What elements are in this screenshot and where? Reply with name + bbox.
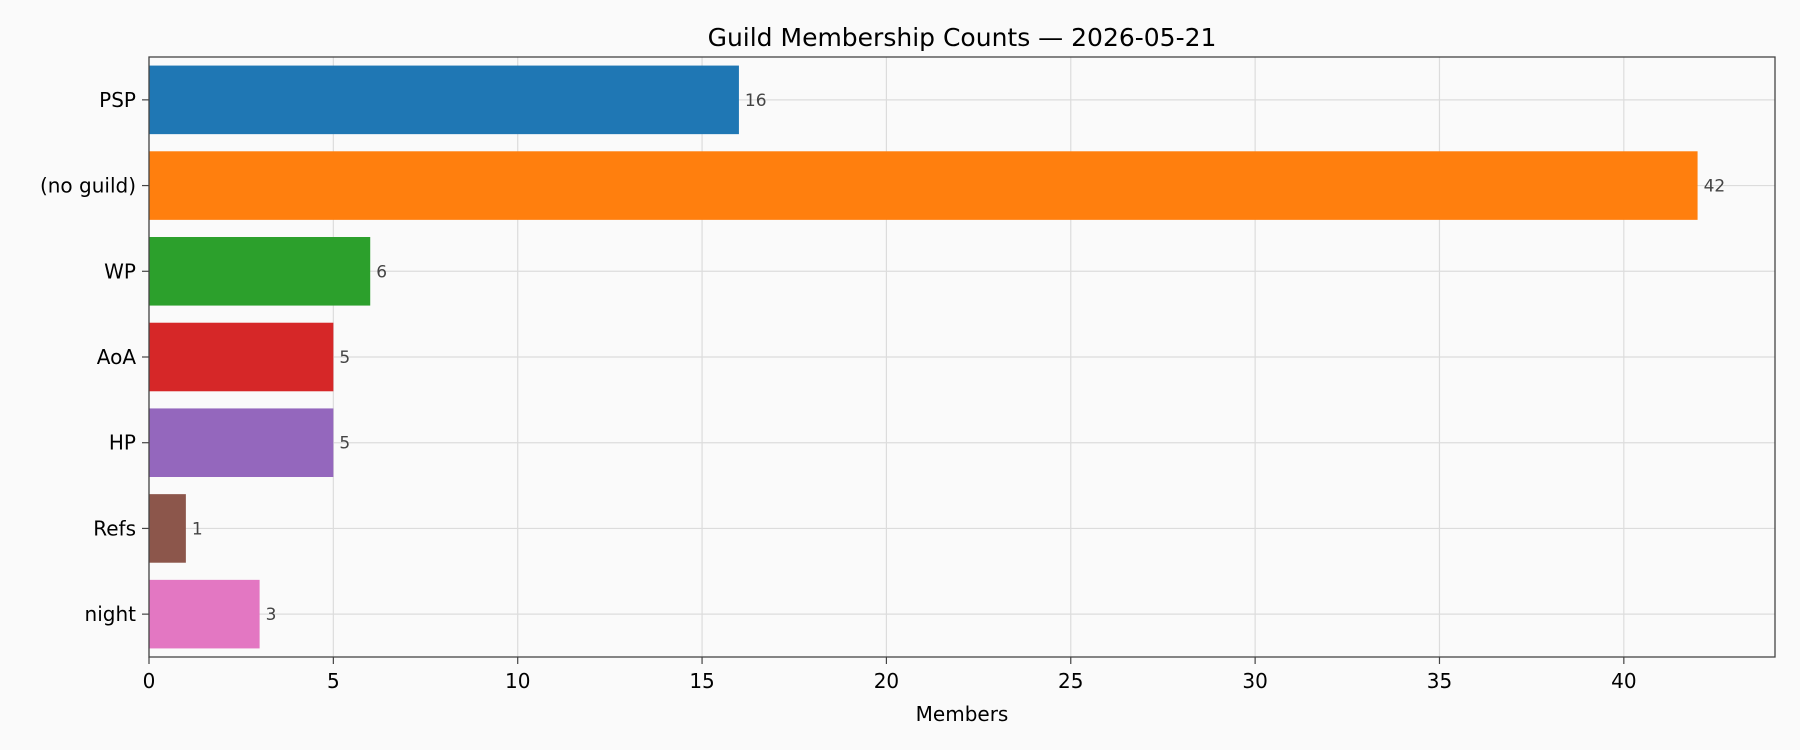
y-tick-label: PSP — [99, 88, 136, 112]
bar-value-label: 5 — [339, 434, 350, 454]
y-tick-label: HP — [109, 431, 136, 455]
bar-value-label: 1 — [192, 519, 203, 539]
bar-wp — [149, 237, 371, 306]
bar-hp — [149, 408, 334, 477]
y-axis: PSP (no guild) WP AoA HP Refs night — [40, 88, 149, 626]
bar-psp — [149, 65, 739, 135]
bar-value-label: 42 — [1704, 177, 1726, 197]
bars — [149, 65, 1698, 649]
x-tick-label: 10 — [505, 669, 530, 693]
x-tick-label: 35 — [1427, 669, 1452, 693]
x-tick-label: 40 — [1611, 669, 1636, 693]
bar-value-label: 16 — [745, 91, 767, 111]
y-tick-label: night — [85, 602, 137, 626]
y-tick-label: (no guild) — [40, 174, 136, 198]
bar-refs — [149, 494, 186, 563]
x-tick-label: 30 — [1242, 669, 1267, 693]
x-tick-label: 25 — [1058, 669, 1083, 693]
x-tick-label: 15 — [689, 669, 714, 693]
x-tick-label: 5 — [327, 669, 340, 693]
y-tick-label: AoA — [97, 345, 137, 369]
x-axis: 0 5 10 15 20 25 30 35 40 — [143, 657, 1637, 693]
value-labels: 16 42 6 5 5 1 3 — [192, 91, 1725, 625]
y-tick-label: Refs — [93, 516, 136, 540]
y-tick-label: WP — [104, 259, 136, 283]
bar-value-label: 5 — [339, 348, 350, 368]
bar-aoa — [149, 322, 334, 392]
bar-night — [149, 579, 260, 649]
x-axis-title: Members — [916, 702, 1009, 726]
x-tick-label: 20 — [874, 669, 899, 693]
x-tick-label: 0 — [143, 669, 156, 693]
bar-value-label: 3 — [266, 605, 277, 625]
chart-title: Guild Membership Counts — 2026-05-21 — [708, 23, 1217, 52]
bar-value-label: 6 — [376, 262, 387, 282]
bar-no-guild — [149, 151, 1698, 220]
